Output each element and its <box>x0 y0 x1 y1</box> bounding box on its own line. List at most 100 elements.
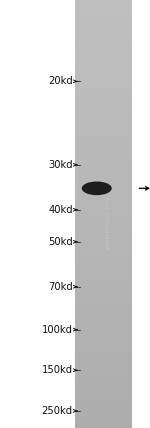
Bar <box>75 349 132 351</box>
Bar <box>75 54 132 56</box>
Bar <box>75 323 132 325</box>
Bar <box>75 17 132 19</box>
Bar <box>75 220 132 223</box>
Bar <box>75 41 132 43</box>
Bar <box>75 169 132 171</box>
Bar <box>75 268 132 270</box>
Bar <box>75 28 132 30</box>
Bar <box>75 287 132 289</box>
Bar <box>75 308 132 310</box>
Bar <box>75 402 132 404</box>
Text: 100kd: 100kd <box>42 324 73 335</box>
Bar <box>75 276 132 278</box>
Bar <box>75 146 132 148</box>
Bar <box>75 103 132 105</box>
Bar <box>75 193 132 195</box>
Bar <box>75 120 132 122</box>
Bar <box>75 98 132 101</box>
Bar <box>75 126 132 128</box>
Bar <box>75 214 132 216</box>
Bar <box>75 250 132 253</box>
Bar <box>75 272 132 274</box>
Bar <box>75 265 132 268</box>
Bar <box>75 291 132 293</box>
Bar <box>75 424 132 426</box>
Bar <box>75 366 132 368</box>
Bar <box>75 306 132 308</box>
Bar <box>75 223 132 225</box>
Ellipse shape <box>82 181 112 195</box>
Bar <box>75 128 132 131</box>
Bar <box>75 261 132 263</box>
Bar <box>75 133 132 135</box>
Bar <box>75 293 132 295</box>
Bar <box>75 417 132 419</box>
Bar <box>75 34 132 36</box>
Bar <box>75 158 132 160</box>
Bar <box>75 201 132 203</box>
Bar <box>75 182 132 184</box>
Bar <box>75 186 132 188</box>
Bar <box>75 340 132 342</box>
Bar <box>75 381 132 383</box>
Bar <box>75 332 132 334</box>
Text: 20kd: 20kd <box>48 76 73 86</box>
Bar <box>75 409 132 411</box>
Bar <box>75 175 132 178</box>
Bar <box>75 377 132 379</box>
Bar <box>75 9 132 11</box>
Bar <box>75 270 132 272</box>
Bar <box>75 385 132 387</box>
Bar <box>75 116 132 118</box>
Bar <box>75 336 132 338</box>
Bar <box>75 253 132 255</box>
Bar <box>75 190 132 193</box>
Bar <box>75 238 132 240</box>
Bar <box>75 325 132 327</box>
Bar <box>75 180 132 182</box>
Bar <box>75 122 132 124</box>
Bar <box>75 259 132 261</box>
Bar <box>75 131 132 133</box>
Bar <box>75 360 132 362</box>
Bar <box>75 47 132 49</box>
Bar <box>75 124 132 126</box>
Bar <box>75 225 132 227</box>
Bar <box>75 289 132 291</box>
Bar <box>75 75 132 77</box>
Bar <box>75 310 132 312</box>
Bar <box>75 364 132 366</box>
Text: 30kd: 30kd <box>48 160 73 170</box>
Text: 40kd: 40kd <box>48 205 73 215</box>
Bar <box>75 15 132 17</box>
Bar <box>75 188 132 190</box>
Bar <box>75 400 132 402</box>
Bar <box>75 163 132 165</box>
Bar <box>75 6 132 9</box>
Bar <box>75 317 132 319</box>
Bar <box>75 83 132 86</box>
Bar <box>75 394 132 396</box>
Bar <box>75 107 132 109</box>
Bar <box>75 246 132 248</box>
Bar <box>75 407 132 409</box>
Bar <box>75 362 132 364</box>
Bar <box>75 379 132 381</box>
Bar <box>75 321 132 323</box>
Bar <box>75 208 132 210</box>
Text: 50kd: 50kd <box>48 237 73 247</box>
Bar <box>75 242 132 244</box>
Bar <box>75 51 132 54</box>
Bar <box>75 327 132 330</box>
Bar <box>75 285 132 287</box>
Bar <box>75 32 132 34</box>
Bar <box>75 60 132 62</box>
Text: 70kd: 70kd <box>48 282 73 292</box>
Bar <box>75 342 132 345</box>
Bar <box>75 36 132 39</box>
Bar <box>75 374 132 377</box>
Bar <box>75 19 132 21</box>
Bar <box>75 315 132 317</box>
Bar <box>75 244 132 246</box>
Bar <box>75 392 132 394</box>
